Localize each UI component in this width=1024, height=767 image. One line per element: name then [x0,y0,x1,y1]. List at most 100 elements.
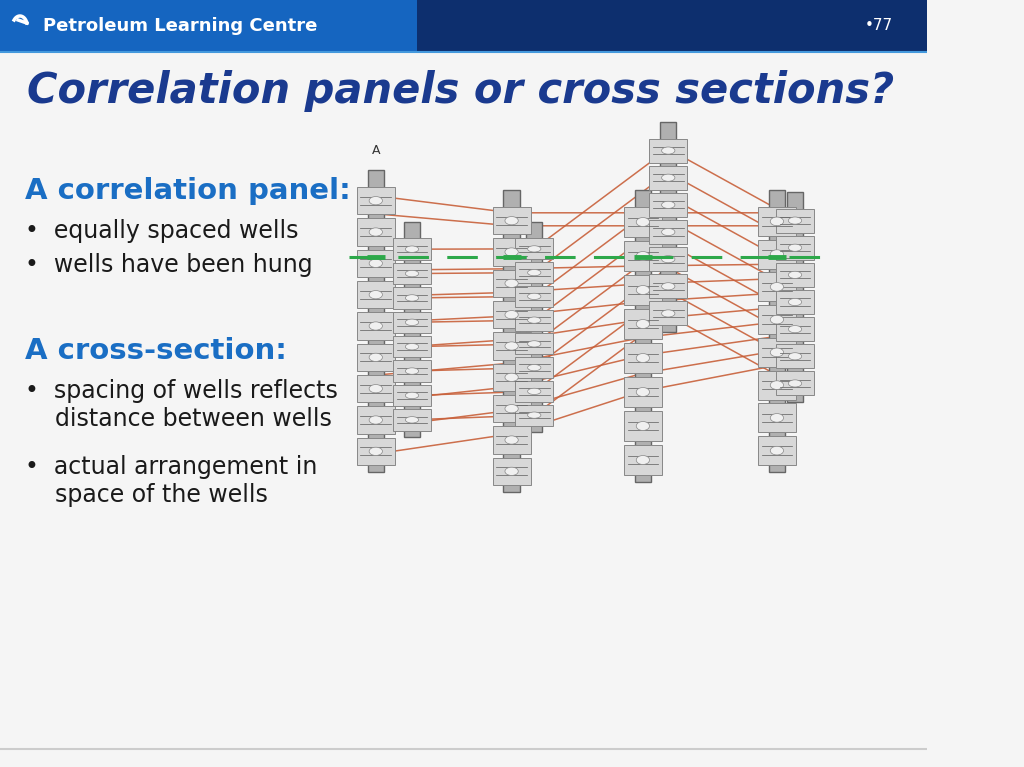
Bar [526,222,543,432]
Bar [776,209,814,232]
Text: •  wells have been hung: • wells have been hung [26,253,313,277]
Ellipse shape [505,342,518,351]
Ellipse shape [406,368,419,374]
Bar [356,407,395,434]
Ellipse shape [662,229,675,235]
Ellipse shape [505,216,518,225]
Bar [649,301,687,325]
Ellipse shape [662,174,675,181]
Bar [649,247,687,271]
Text: •  equally spaced wells: • equally spaced wells [26,219,299,243]
Ellipse shape [527,245,541,252]
Bar [515,262,553,283]
Polygon shape [0,0,510,52]
Bar [624,309,662,339]
Ellipse shape [636,456,649,465]
Ellipse shape [636,387,649,397]
Polygon shape [417,0,927,52]
Bar [493,207,530,235]
Bar [660,122,677,332]
Ellipse shape [636,354,649,363]
Bar [758,403,796,433]
Bar [624,241,662,271]
Ellipse shape [369,291,382,299]
Bar [515,357,553,378]
Bar [504,190,520,492]
Ellipse shape [636,422,649,430]
Bar [635,190,651,482]
Ellipse shape [406,416,419,423]
Ellipse shape [636,320,649,328]
Bar [515,381,553,402]
Bar [649,193,687,217]
Bar [493,395,530,423]
Bar [393,311,431,333]
Ellipse shape [770,250,783,258]
Ellipse shape [369,416,382,424]
Bar [776,263,814,287]
Bar [649,139,687,163]
Bar [624,411,662,441]
Bar [776,290,814,314]
Ellipse shape [406,319,419,325]
Text: Correlation panels or cross sections?: Correlation panels or cross sections? [28,70,894,112]
Bar [393,239,431,260]
Ellipse shape [527,412,541,418]
Ellipse shape [770,217,783,225]
Bar [776,318,814,341]
Text: Petroleum Learning Centre: Petroleum Learning Centre [43,17,317,35]
Bar [356,249,395,277]
Ellipse shape [406,344,419,350]
Ellipse shape [788,244,802,252]
Ellipse shape [406,246,419,252]
Bar [493,364,530,391]
Bar [758,370,796,400]
Ellipse shape [369,384,382,393]
Ellipse shape [636,218,649,226]
Ellipse shape [527,317,541,323]
Ellipse shape [369,196,382,205]
Bar [493,332,530,360]
Ellipse shape [788,272,802,278]
Bar [515,286,553,307]
Bar [649,275,687,298]
Ellipse shape [369,259,382,268]
Ellipse shape [636,252,649,261]
Ellipse shape [788,380,802,387]
Bar [356,312,395,340]
Ellipse shape [636,285,649,295]
Bar [515,405,553,426]
Bar [515,334,553,354]
Text: •  actual arrangement in
    space of the wells: • actual arrangement in space of the wel… [26,455,317,507]
Ellipse shape [369,353,382,361]
Bar [649,220,687,244]
Ellipse shape [662,201,675,209]
Bar [393,287,431,308]
Bar [393,336,431,357]
Bar [493,426,530,454]
Bar [493,301,530,328]
Bar [403,222,420,437]
Ellipse shape [527,293,541,299]
Ellipse shape [770,315,783,324]
Ellipse shape [770,446,783,455]
Ellipse shape [770,413,783,422]
Bar [758,207,796,235]
Bar [356,219,395,245]
Bar [356,281,395,308]
Text: A: A [372,144,380,157]
Bar [624,445,662,475]
Text: •  spacing of wells reflects
    distance between wells: • spacing of wells reflects distance bet… [26,379,338,431]
Ellipse shape [527,341,541,347]
Ellipse shape [369,228,382,236]
Bar [493,269,530,297]
Ellipse shape [770,380,783,390]
Bar [649,166,687,189]
Ellipse shape [406,295,419,301]
Bar [786,192,803,402]
Bar [493,458,530,485]
Bar [776,235,814,260]
Ellipse shape [505,467,518,476]
Ellipse shape [505,436,518,444]
Bar [758,305,796,334]
